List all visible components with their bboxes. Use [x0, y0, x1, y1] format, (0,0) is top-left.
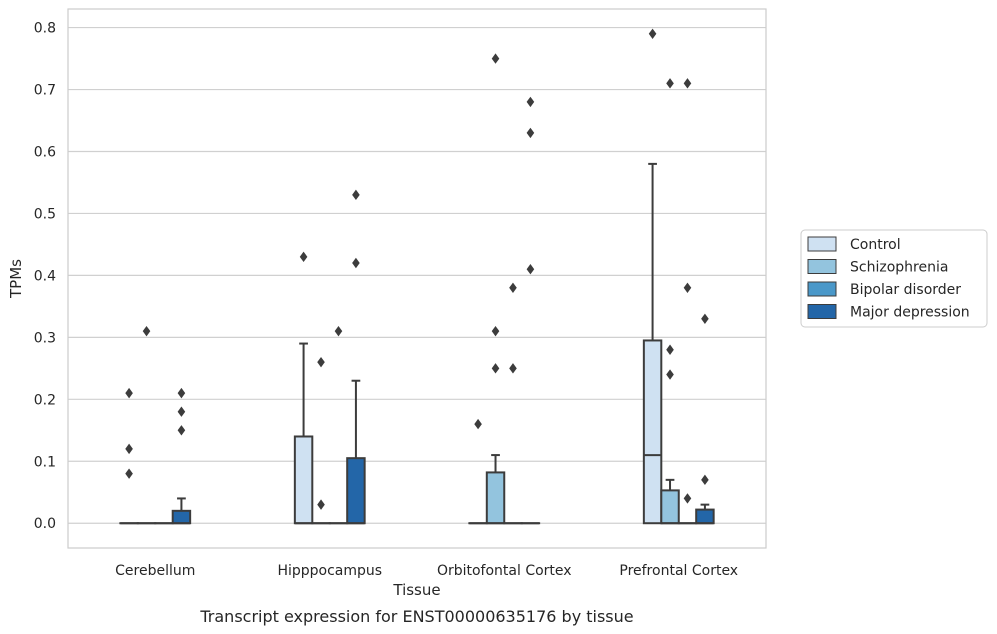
y-tick-label: 0.6	[34, 144, 56, 160]
box-major-depression	[171, 509, 192, 525]
outlier-point	[683, 493, 692, 504]
outlier-point	[474, 418, 482, 430]
legend-label: Control	[850, 237, 901, 253]
outlier-point	[317, 356, 325, 368]
chart-caption: Transcript expression for ENST0000063517…	[199, 607, 633, 626]
outlier-point	[125, 387, 133, 399]
plot-frame	[67, 8, 767, 549]
outlier-point	[334, 325, 343, 337]
x-tick-label: Prefrontal Cortex	[619, 563, 738, 579]
outlier-point	[125, 443, 133, 455]
outlier-point	[526, 96, 535, 108]
box-major-depression	[695, 508, 715, 525]
outlier-point	[317, 499, 325, 510]
outlier-point	[177, 406, 186, 417]
outlier-point	[701, 474, 709, 486]
y-tick-label: 0.4	[34, 268, 56, 284]
outlier-point	[299, 251, 308, 263]
outlier-point	[509, 282, 517, 293]
x-tick-label: Cerebellum	[115, 563, 195, 579]
legend-swatch	[807, 304, 837, 319]
outlier-markers	[125, 28, 709, 510]
outlier-point	[352, 257, 360, 269]
outlier-point	[666, 369, 674, 380]
box-control	[293, 435, 314, 525]
box-schizophrenia	[660, 489, 680, 525]
y-tick-label: 0.3	[34, 330, 56, 346]
y-tick-label: 0.1	[34, 454, 56, 470]
y-tick-label: 0.5	[34, 206, 56, 222]
box-groups	[119, 162, 715, 525]
y-tick-label: 0.0	[34, 516, 56, 532]
outlier-point	[648, 28, 657, 39]
outlier-point	[491, 53, 500, 64]
legend-label: Schizophrenia	[850, 260, 948, 276]
outlier-point	[125, 468, 133, 479]
legend-swatch	[807, 281, 837, 297]
outlier-point	[526, 264, 535, 275]
y-tick-label: 0.7	[34, 83, 56, 99]
box-control	[642, 339, 663, 525]
box-group	[293, 342, 366, 525]
box-schizophrenia	[485, 471, 506, 525]
legend-label: Bipolar disorder	[850, 282, 961, 298]
outlier-point	[177, 425, 186, 436]
x-tick-labels: Cerebellum Hipppocampus Orbitofontal Corte…	[115, 563, 738, 579]
x-axis-title: Tissue	[392, 581, 440, 599]
outlier-point	[352, 189, 360, 201]
box-group	[119, 497, 192, 525]
outlier-point	[666, 344, 674, 355]
outlier-point	[491, 325, 500, 337]
box-group	[468, 454, 541, 525]
legend-swatch	[807, 236, 837, 252]
outlier-point	[683, 78, 692, 89]
outlier-point	[683, 282, 692, 293]
x-tick-label: Orbitofontal Cortex	[437, 563, 572, 579]
outlier-point	[177, 387, 186, 399]
outlier-point	[509, 363, 517, 374]
outlier-point	[142, 325, 151, 337]
box-major-depression	[346, 457, 366, 525]
box-group	[642, 162, 715, 525]
outlier-point	[701, 313, 709, 324]
legend-frame	[800, 229, 988, 328]
legend: Control Schizophrenia Bipolar disorder Majo…	[800, 229, 988, 328]
y-tick-labels: 0.0 0.1 0.2 0.3 0.4 0.5 0.6 0.7 0.8	[34, 21, 56, 533]
x-tick-label: Hipppocampus	[277, 563, 382, 579]
legend-swatch	[807, 259, 837, 274]
outlier-point	[666, 78, 674, 89]
outlier-point	[526, 127, 535, 139]
legend-label: Major depression	[850, 305, 970, 321]
y-tick-label: 0.2	[34, 392, 56, 408]
outlier-point	[491, 363, 500, 374]
y-axis-title: TPMs	[7, 259, 25, 299]
grid-lines	[68, 26, 766, 524]
y-tick-label: 0.8	[34, 21, 56, 37]
